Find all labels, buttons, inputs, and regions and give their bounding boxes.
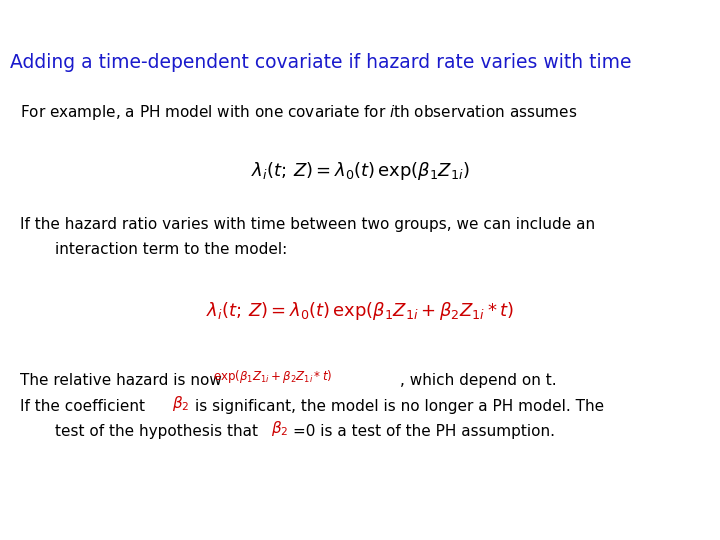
- Text: If the hazard ratio varies with time between two groups, we can include an: If the hazard ratio varies with time bet…: [20, 217, 595, 232]
- Text: , which depend on t.: , which depend on t.: [400, 373, 557, 388]
- Text: is significant, the model is no longer a PH model. The: is significant, the model is no longer a…: [195, 399, 604, 414]
- Text: $\beta_2$: $\beta_2$: [271, 419, 289, 438]
- Text: If the coefficient: If the coefficient: [20, 399, 145, 414]
- Text: $\beta_2$: $\beta_2$: [172, 394, 189, 413]
- Text: For example, a PH model with one covariate for $\mathit{i}$th observation assume: For example, a PH model with one covaria…: [20, 103, 577, 122]
- Text: $\lambda_i(t;\,Z) = \lambda_0(t)\,\exp(\beta_1 Z_{1i})$: $\lambda_i(t;\,Z) = \lambda_0(t)\,\exp(\…: [251, 160, 469, 182]
- Text: The relative hazard is now: The relative hazard is now: [20, 373, 222, 388]
- Text: =0 is a test of the PH assumption.: =0 is a test of the PH assumption.: [293, 424, 555, 439]
- Text: Adding a time-dependent covariate if hazard rate varies with time: Adding a time-dependent covariate if haz…: [10, 53, 631, 72]
- Text: interaction term to the model:: interaction term to the model:: [55, 242, 287, 257]
- Text: $\lambda_i(t;\,Z) = \lambda_0(t)\,\exp(\beta_1 Z_{1i} + \beta_2 Z_{1i} * t)$: $\lambda_i(t;\,Z) = \lambda_0(t)\,\exp(\…: [206, 300, 514, 322]
- Text: test of the hypothesis that: test of the hypothesis that: [55, 424, 258, 439]
- Text: $\exp(\beta_1 Z_{1i} + \beta_2 Z_{1i} * t)$: $\exp(\beta_1 Z_{1i} + \beta_2 Z_{1i} * …: [213, 368, 333, 385]
